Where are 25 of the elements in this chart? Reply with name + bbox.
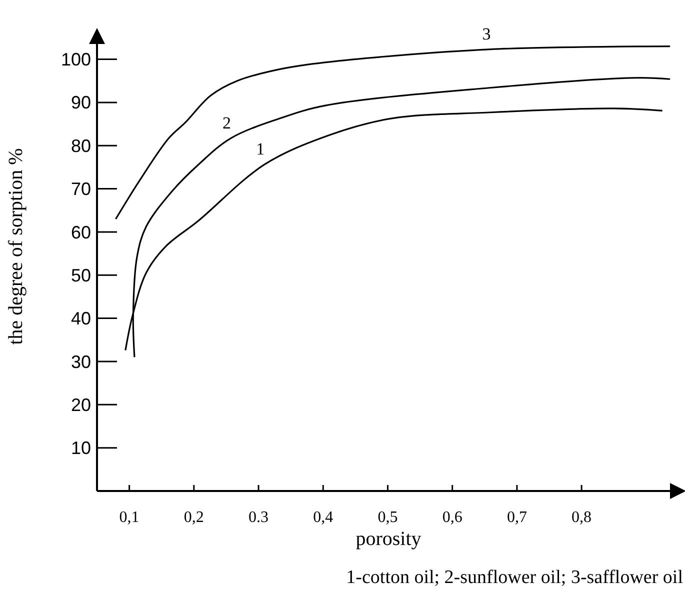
x-tick-label: 0,4 [313, 509, 334, 526]
y-tick-label: 70 [70, 179, 91, 200]
x-tick-label: 0,1 [119, 509, 140, 526]
x-axis-title: porosity [356, 528, 422, 550]
series-label: 1 [256, 140, 265, 159]
x-tick-label: 0,7 [506, 509, 527, 526]
y-tick-label: 100 [60, 50, 91, 70]
y-tick-label: 50 [70, 265, 91, 286]
y-tick-label: 20 [70, 394, 91, 415]
series-label: 3 [482, 24, 491, 44]
text: 1-cotton oil; 2-sunflower oil; 3-safflower oil [346, 567, 683, 588]
y-tick-label: 80 [70, 136, 91, 156]
y-tick-label: 30 [70, 352, 91, 372]
y-tick-label: 90 [70, 92, 91, 113]
y-axis-title: the degree of sorption % [5, 148, 27, 345]
x-tick-label: 0,8 [572, 509, 592, 526]
series-label: 2 [222, 113, 231, 132]
x-tick-label: 0,6 [442, 509, 462, 526]
y-tick-label: 10 [70, 438, 91, 458]
y-tick-label: 40 [70, 308, 91, 329]
x-tick-label: 0,2 [184, 509, 204, 526]
x-tick-label: 0,5 [378, 509, 398, 526]
line-series [114, 46, 671, 220]
x-tick-label: 0.3 [248, 509, 269, 526]
y-tick-label: 60 [70, 222, 91, 242]
